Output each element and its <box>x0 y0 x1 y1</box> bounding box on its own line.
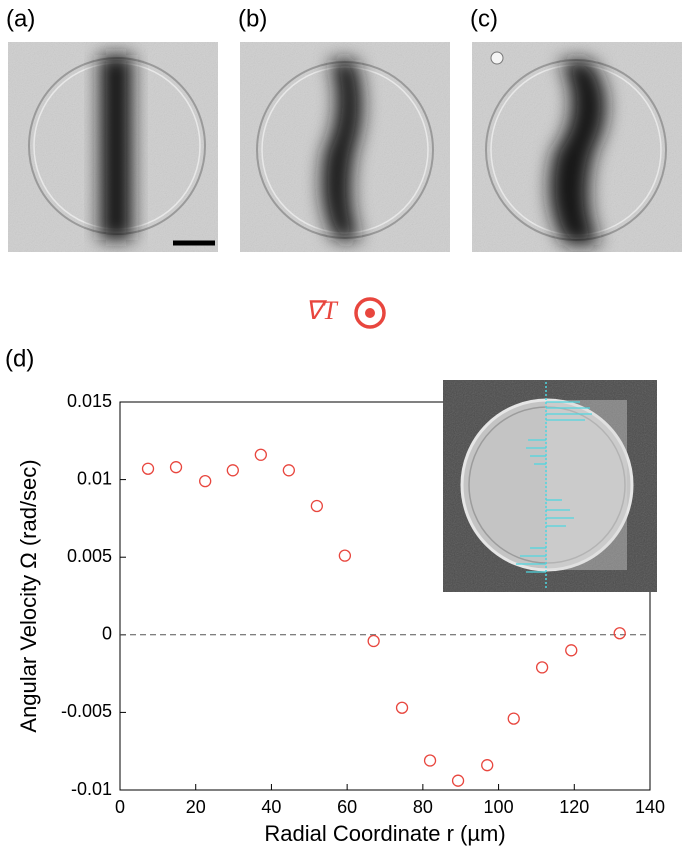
y-tick-label: 0.005 <box>67 546 112 566</box>
data-point <box>423 754 437 767</box>
x-tick-label: 80 <box>413 797 433 817</box>
y-tick-label: 0.01 <box>77 468 112 488</box>
panel-label: (b) <box>238 5 267 32</box>
x-tick-label: 140 <box>635 797 665 817</box>
x-tick-label: 0 <box>115 797 125 817</box>
y-tick-label: -0.005 <box>61 701 112 721</box>
data-point <box>507 712 520 725</box>
y-tick-label: 0 <box>102 624 112 644</box>
data-point <box>535 661 549 674</box>
image-c <box>472 42 682 252</box>
data-point <box>199 475 212 488</box>
x-tick-label: 100 <box>484 797 514 817</box>
data-point <box>481 759 494 772</box>
y-axis-label: Angular Velocity Ω (rad/sec) <box>16 459 41 732</box>
gradient-label: ∇T <box>305 296 338 325</box>
plot: -0.01 -0.005 0 0.005 0.01 0.015 0 20 40 60 80 100 12… <box>16 391 665 846</box>
inset-image <box>443 380 657 592</box>
x-tick-label: 40 <box>261 797 281 817</box>
y-tick-label: -0.01 <box>71 779 112 799</box>
data-point <box>141 462 155 475</box>
x-axis-label: Radial Coordinate r (µm) <box>264 821 505 846</box>
data-point <box>226 464 239 477</box>
panel-label: (c) <box>470 5 498 32</box>
x-tick-label: 120 <box>559 797 589 817</box>
data-point <box>282 464 295 477</box>
data-point <box>395 701 409 714</box>
y-tick-label: 0.015 <box>67 391 112 411</box>
data-point <box>367 634 380 648</box>
data-point <box>565 644 578 657</box>
image-a <box>8 42 218 252</box>
data-point <box>310 499 324 513</box>
x-tick-label: 60 <box>337 797 357 817</box>
out-of-plane-symbol <box>354 297 386 329</box>
image-b <box>240 42 450 252</box>
data-point <box>338 549 352 562</box>
data-point <box>169 461 183 474</box>
panel-label: (a) <box>6 5 35 32</box>
panel-label: (d) <box>5 345 34 372</box>
data-point <box>254 448 267 461</box>
x-tick-label: 20 <box>186 797 206 817</box>
plot-frame <box>119 401 651 791</box>
data-point <box>451 774 465 787</box>
data-point <box>613 627 626 640</box>
